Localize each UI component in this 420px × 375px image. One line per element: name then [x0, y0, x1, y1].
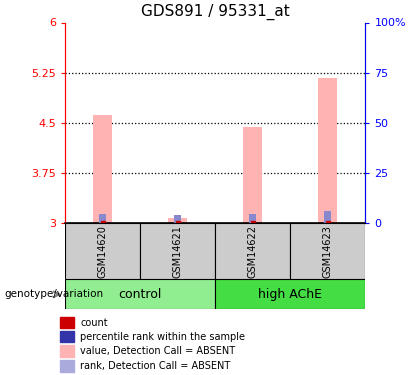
Bar — [99, 214, 106, 223]
Text: GSM14622: GSM14622 — [248, 225, 258, 278]
Bar — [140, 223, 215, 279]
Bar — [60, 345, 74, 357]
Bar — [290, 223, 365, 279]
Bar — [174, 215, 181, 223]
Text: high AChE: high AChE — [258, 288, 322, 301]
Title: GDS891 / 95331_at: GDS891 / 95331_at — [141, 3, 290, 20]
Text: GSM14623: GSM14623 — [323, 225, 333, 278]
Bar — [60, 360, 74, 372]
Bar — [65, 279, 215, 309]
Bar — [244, 127, 262, 223]
Bar — [65, 223, 140, 279]
Text: percentile rank within the sample: percentile rank within the sample — [80, 332, 245, 342]
Bar — [60, 317, 74, 328]
Text: GSM14621: GSM14621 — [173, 225, 183, 278]
Bar — [93, 115, 112, 223]
Bar — [168, 219, 187, 223]
Bar — [318, 78, 337, 223]
Bar — [215, 223, 290, 279]
Text: GSM14620: GSM14620 — [97, 225, 108, 278]
Bar — [215, 279, 365, 309]
Text: rank, Detection Call = ABSENT: rank, Detection Call = ABSENT — [80, 361, 231, 371]
Text: genotype/variation: genotype/variation — [4, 290, 103, 299]
Text: value, Detection Call = ABSENT: value, Detection Call = ABSENT — [80, 346, 236, 356]
Bar — [324, 211, 331, 223]
Bar — [249, 214, 256, 223]
Bar — [60, 331, 74, 342]
Text: count: count — [80, 318, 108, 328]
Text: control: control — [118, 288, 162, 301]
